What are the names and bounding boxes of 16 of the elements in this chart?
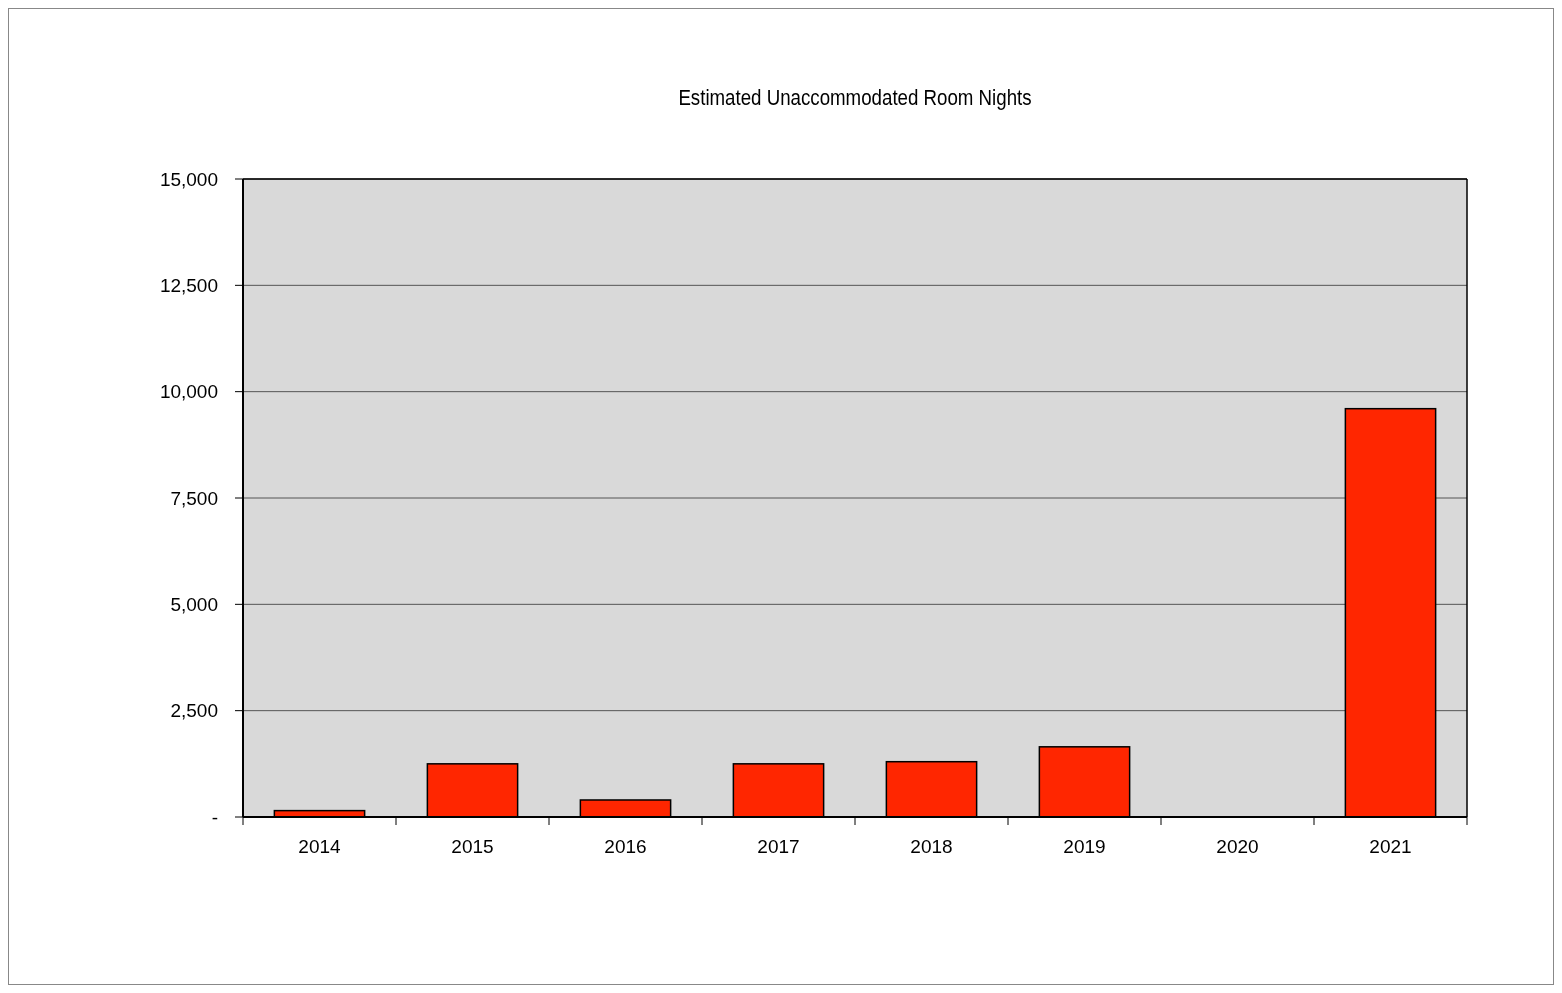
x-tick-label: 2014	[298, 836, 342, 857]
y-tick-label: 5,000	[170, 593, 218, 615]
x-tick-label: 2017	[757, 836, 800, 857]
x-tick-label: 2016	[604, 836, 647, 857]
x-tick-label: 2019	[1063, 836, 1106, 857]
y-tick-label: 15,000	[159, 168, 218, 190]
x-tick-label: 2020	[1216, 836, 1259, 857]
x-tick-label: 2018	[910, 836, 953, 857]
y-tick-label: -	[211, 806, 218, 828]
chart-title: Estimated Unaccommodated Room Nights	[678, 85, 1032, 110]
y-tick-label: 12,500	[159, 274, 218, 296]
y-tick-label: 10,000	[159, 381, 218, 403]
x-tick-label: 2021	[1369, 836, 1412, 857]
x-tick-label: 2015	[451, 836, 494, 857]
y-tick-label: 2,500	[170, 700, 218, 722]
y-tick-label: 7,500	[170, 487, 218, 509]
